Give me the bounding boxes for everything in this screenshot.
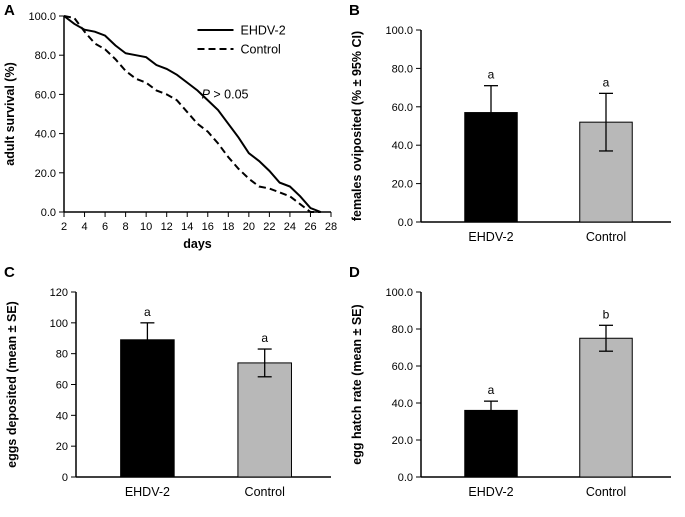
bar-Control — [579, 337, 633, 478]
x-tick-label: 10 — [140, 221, 152, 233]
error-bar — [140, 322, 155, 358]
category-label: EHDV-2 — [125, 485, 170, 499]
panel-a-letter: A — [4, 2, 15, 19]
eggs-deposited-bar-chart: 0 20 40 60 80 100 120 a EHDV-2 a Control eggs depos… — [5, 287, 331, 499]
sig-letter: a — [488, 383, 495, 397]
x-tick-label: 20 — [243, 221, 255, 233]
sig-letter: a — [144, 305, 151, 319]
x-axis-label: days — [183, 237, 212, 251]
panel-a: A 0.0 20.0 40.0 60.0 80.0 100.0 2 4 6 8 10 12 14 16 18… — [0, 0, 345, 262]
y-tick-label: 100 — [50, 318, 68, 330]
x-tick-label: 4 — [81, 221, 87, 233]
y-tick-label: 60 — [56, 380, 68, 392]
y-axis-ticks — [416, 29, 421, 223]
x-tick-label: 28 — [325, 221, 337, 233]
y-axis-ticks — [71, 291, 76, 478]
x-tick-label: 22 — [263, 221, 275, 233]
x-tick-label: 18 — [222, 221, 234, 233]
x-tick-label: 2 — [61, 221, 67, 233]
panel-d: D 0.0 20.0 40.0 60.0 80.0 100.0 a EHDV-2 b Contro… — [345, 262, 685, 517]
legend-label: Control — [241, 43, 281, 57]
y-tick-label: 100.0 — [28, 11, 56, 23]
y-tick-label: 20.0 — [392, 435, 413, 447]
axis-ticks — [59, 15, 332, 217]
y-tick-label: 60.0 — [35, 89, 56, 101]
axes — [420, 30, 671, 223]
legend-label: EHDV-2 — [241, 24, 286, 38]
y-tick-label: 0 — [62, 472, 68, 484]
x-tick-label: 26 — [304, 221, 316, 233]
y-tick-label: 100.0 — [385, 287, 413, 299]
y-axis-label: eggs deposited (mean ± SE) — [5, 301, 19, 468]
y-tick-label: 0.0 — [398, 472, 413, 484]
bar-EHDV-2 — [120, 339, 175, 478]
x-tick-label: 24 — [284, 221, 296, 233]
y-tick-label: 60.0 — [392, 102, 413, 114]
panel-c: C 0 20 40 60 80 100 120 a EHDV-2 a Control eggs dep… — [0, 262, 345, 517]
panel-c-letter: C — [4, 264, 15, 281]
x-tick-label: 14 — [181, 221, 193, 233]
x-tick-label: 16 — [202, 221, 214, 233]
y-tick-label: 80 — [56, 349, 68, 361]
category-label: EHDV-2 — [468, 230, 513, 244]
x-tick-label: 12 — [161, 221, 173, 233]
y-tick-label: 20.0 — [35, 168, 56, 180]
y-axis-label: females oviposited (% ± 95% CI) — [350, 31, 364, 221]
y-axis-label: adult survival (%) — [3, 62, 17, 166]
error-bar — [599, 92, 613, 152]
panel-d-letter: D — [349, 264, 360, 281]
y-tick-label: 0.0 — [41, 207, 56, 219]
category-label: Control — [586, 485, 626, 499]
panel-b-letter: B — [349, 2, 360, 19]
y-tick-label: 40.0 — [392, 140, 413, 152]
x-tick-label: 6 — [102, 221, 108, 233]
y-tick-label: 40.0 — [392, 398, 413, 410]
y-tick-label: 120 — [50, 287, 68, 299]
y-tick-label: 20 — [56, 441, 68, 453]
y-tick-label: 40 — [56, 410, 68, 422]
bar-Control — [237, 362, 292, 478]
error-bar — [599, 324, 613, 352]
error-bar — [257, 348, 272, 378]
error-bar — [484, 85, 498, 141]
axes — [63, 16, 331, 213]
y-tick-label: 80.0 — [35, 50, 56, 62]
category-label: Control — [245, 485, 285, 499]
axes — [75, 292, 331, 478]
y-tick-label: 40.0 — [35, 129, 56, 141]
egg-hatch-rate-bar-chart: 0.0 20.0 40.0 60.0 80.0 100.0 a EHDV-2 b Control e… — [350, 287, 671, 499]
x-tick-label: 8 — [123, 221, 129, 233]
y-axis-label: egg hatch rate (mean ± SE) — [350, 304, 364, 464]
panel-b: B 0.0 20.0 40.0 60.0 80.0 100.0 a EHDV-2 a Contro… — [345, 0, 685, 262]
series-EHDV-2 — [63, 15, 322, 213]
sig-letter: b — [603, 307, 610, 321]
y-tick-label: 100.0 — [385, 25, 413, 37]
category-label: Control — [586, 230, 626, 244]
y-tick-label: 60.0 — [392, 361, 413, 373]
females-oviposited-bar-chart: 0.0 20.0 40.0 60.0 80.0 100.0 a EHDV-2 a Control f… — [350, 25, 671, 244]
y-tick-label: 80.0 — [392, 324, 413, 336]
bar-EHDV-2 — [464, 409, 518, 478]
y-tick-label: 20.0 — [392, 179, 413, 191]
series-Control — [63, 15, 321, 213]
axes — [420, 292, 671, 478]
error-bar — [484, 400, 498, 421]
y-tick-label: 80.0 — [392, 63, 413, 75]
category-label: EHDV-2 — [468, 485, 513, 499]
sig-letter: a — [261, 331, 268, 345]
annotation: P > 0.05 — [202, 87, 249, 101]
y-axis-ticks — [416, 291, 421, 478]
sig-letter: a — [603, 75, 610, 89]
y-tick-label: 0.0 — [398, 217, 413, 229]
sig-letter: a — [488, 68, 495, 82]
